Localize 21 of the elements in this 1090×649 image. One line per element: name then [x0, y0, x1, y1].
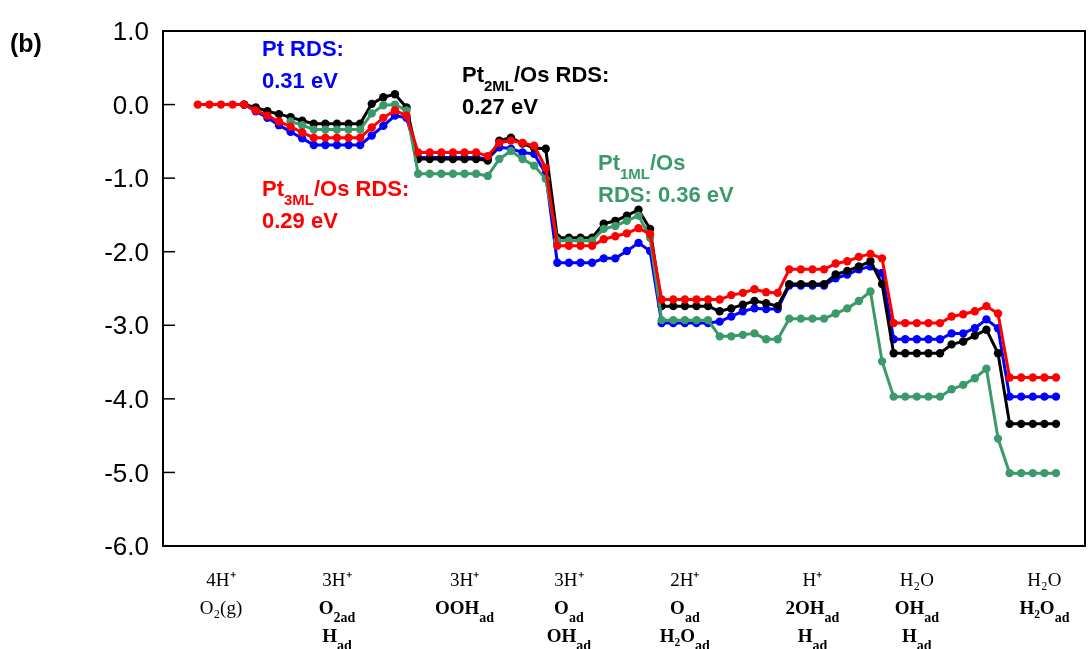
chart-title: (b): [10, 29, 42, 57]
y-tick-label: -5.0: [104, 457, 149, 488]
annotation: Pt$_{3ML}$/Os RDS: 0.29 eV: [262, 176, 410, 233]
x-tick-label: H₂O OH$_{ad}$ H$_{ad}$: [894, 569, 940, 649]
y-tick-label: -6.0: [104, 531, 149, 562]
y-tick-label: 1.0: [112, 16, 149, 47]
y-tick-label: 0.0: [112, 89, 149, 120]
y-tick-label: -4.0: [104, 383, 149, 414]
annotation: Pt RDS: 0.31 eV: [262, 36, 344, 93]
y-tick-label: -2.0: [104, 236, 149, 267]
x-tick-label: 3H⁺ O$_{ad}$ OH$_{ad}$: [546, 569, 592, 649]
x-tick-label: 4H⁺ O₂(g): [199, 569, 243, 619]
x-tick-label: H₂O H₂O$_{ad}$: [1019, 569, 1070, 625]
y-tick-label: -1.0: [104, 163, 149, 194]
annotation: Pt$_{2ML}$/Os RDS: 0.27 eV: [462, 62, 610, 119]
x-tick-label: 3H⁺ O$_{2ad}$ H$_{ad}$: [318, 569, 356, 649]
annotation: Pt$_{1ML}$/Os RDS: 0.36 eV: [598, 150, 735, 207]
y-tick-label: -3.0: [104, 310, 149, 341]
x-tick-label: H⁺ 2OH$_{ad}$ H$_{ad}$: [785, 569, 840, 649]
x-tick-label: 2H⁺ O$_{ad}$ H₂O$_{ad}$: [659, 569, 711, 649]
x-tick-label: 3H⁺ OOH$_{ad}$: [434, 569, 495, 625]
